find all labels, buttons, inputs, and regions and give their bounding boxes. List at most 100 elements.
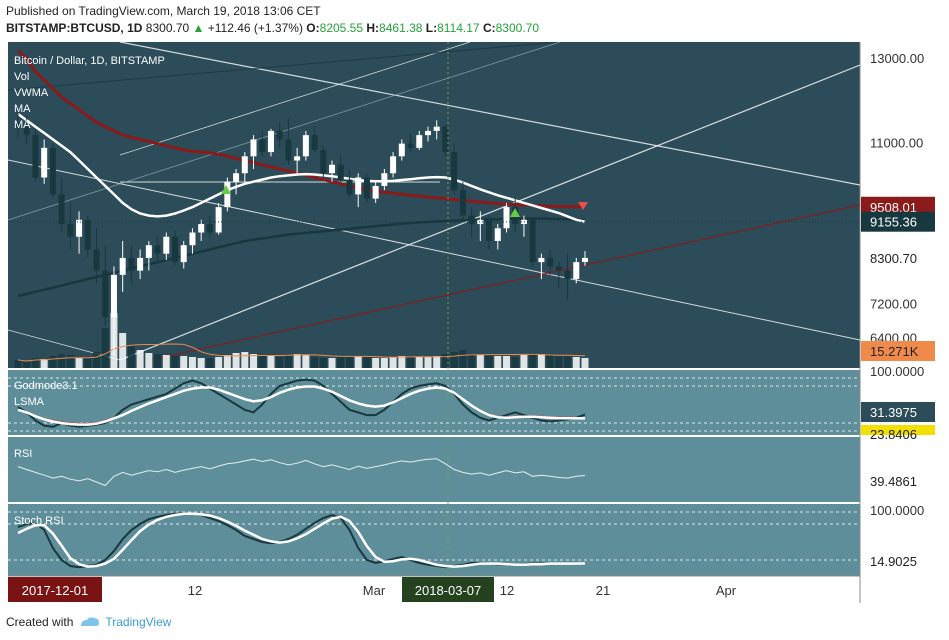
- volume-bar: [389, 357, 397, 368]
- candle-body: [486, 219, 493, 241]
- candle-body: [198, 224, 205, 233]
- trend-line-8: [8, 42, 561, 91]
- tradingview-brand[interactable]: TradingView: [79, 615, 171, 629]
- volume-bar: [372, 358, 380, 368]
- volume-bar: [84, 357, 92, 368]
- candle-body: [416, 135, 423, 148]
- candle-body: [32, 135, 39, 178]
- volume-tag: [861, 341, 935, 361]
- volume-bar: [276, 357, 284, 368]
- volume-bar: [328, 358, 336, 368]
- godmode-name: Godmode3.1: [14, 380, 78, 392]
- volume-tag-label: 15.271K: [870, 344, 919, 359]
- close-value: 8300.70: [495, 21, 540, 35]
- volume-bar: [241, 352, 249, 368]
- candle-body: [503, 207, 510, 229]
- volume-bar: [345, 356, 353, 368]
- main-plot: [8, 42, 860, 368]
- godmode-top-label: 100.0000: [870, 364, 924, 379]
- volume-bar: [363, 357, 371, 368]
- main-pane: [8, 42, 860, 368]
- candle-body: [433, 126, 440, 131]
- volume-bar: [398, 356, 406, 368]
- volume-bar: [101, 328, 109, 368]
- candle-body: [110, 274, 117, 318]
- date-label-left: [8, 577, 102, 602]
- candle-body: [294, 156, 301, 161]
- candle-body: [285, 139, 292, 161]
- trend-line-7: [149, 204, 860, 361]
- volume-bar: [581, 358, 589, 368]
- candle-body: [154, 245, 161, 254]
- stoch-value: 14.9025: [870, 554, 917, 569]
- volume-bar: [468, 354, 476, 368]
- volume-bar: [520, 355, 528, 368]
- x-tick-label: 12: [188, 583, 202, 598]
- volume-bar: [337, 357, 345, 368]
- candle-body: [224, 181, 231, 208]
- open-value: 8205.55: [319, 21, 364, 35]
- high-value: 8461.38: [379, 21, 423, 35]
- legend-item: Vol: [14, 71, 29, 83]
- price-tag-label: 8300.70: [870, 251, 917, 266]
- candle-body: [477, 219, 484, 225]
- godmode-value-tag: [861, 402, 935, 422]
- volume-bar: [180, 356, 188, 368]
- candle-body: [424, 130, 431, 136]
- x-tick-label: 21: [596, 583, 610, 598]
- volume-bar: [502, 356, 510, 368]
- price-axis: [860, 42, 949, 603]
- x-tick-label: Mar: [363, 583, 386, 598]
- candle-body: [337, 164, 344, 180]
- volume-bar: [424, 357, 432, 368]
- candle-body: [390, 156, 397, 174]
- volume-bar: [511, 357, 519, 368]
- volume-bar: [154, 354, 162, 368]
- volume-bar: [49, 356, 57, 368]
- volume-bar: [494, 356, 502, 368]
- candle-body: [407, 143, 414, 148]
- volume-bar: [450, 352, 458, 368]
- candle-body: [250, 139, 257, 157]
- low-label: L:: [425, 21, 438, 35]
- candle-body: [119, 257, 126, 275]
- price-tag: [861, 211, 935, 232]
- last-price: 8300.70: [145, 21, 190, 35]
- price-tag-label: 9508.01: [870, 200, 917, 215]
- volume-bar: [546, 355, 554, 368]
- candle-body: [529, 219, 536, 263]
- ma-white-line: [17, 112, 586, 223]
- candle-body: [102, 270, 109, 318]
- volume-bar: [93, 352, 101, 368]
- candle-body: [206, 224, 213, 233]
- candle-body: [233, 173, 240, 182]
- legend-item: MA: [14, 119, 31, 131]
- stoch-top-label: 100.0000: [870, 503, 924, 518]
- candle-body: [442, 126, 449, 153]
- rsi-line: [17, 458, 586, 487]
- candle-body: [468, 215, 475, 225]
- volume-bar: [441, 354, 449, 368]
- candle-body: [189, 232, 196, 246]
- candle-body: [241, 156, 248, 174]
- buy-signal-icon: [510, 208, 520, 217]
- candle-body: [145, 245, 152, 258]
- symbol-label: BITSTAMP:BTCUSD, 1D: [6, 21, 143, 35]
- close-label: C:: [482, 21, 496, 35]
- godmode-value2-tag: [861, 425, 935, 435]
- candle-body: [76, 219, 83, 237]
- volume-bar: [250, 354, 258, 368]
- volume-bar: [14, 360, 22, 368]
- candle-body: [459, 190, 466, 216]
- y-tick-label: 13000.00: [870, 51, 924, 66]
- volume-bar: [433, 356, 441, 368]
- volume-bar: [119, 333, 127, 368]
- candle-body: [320, 149, 327, 174]
- volume-bar: [127, 346, 135, 368]
- volume-bar: [66, 355, 74, 368]
- candle-body: [582, 257, 588, 262]
- candle-body: [372, 185, 379, 199]
- volume-ma-line: [17, 343, 586, 362]
- candle-body: [363, 177, 370, 199]
